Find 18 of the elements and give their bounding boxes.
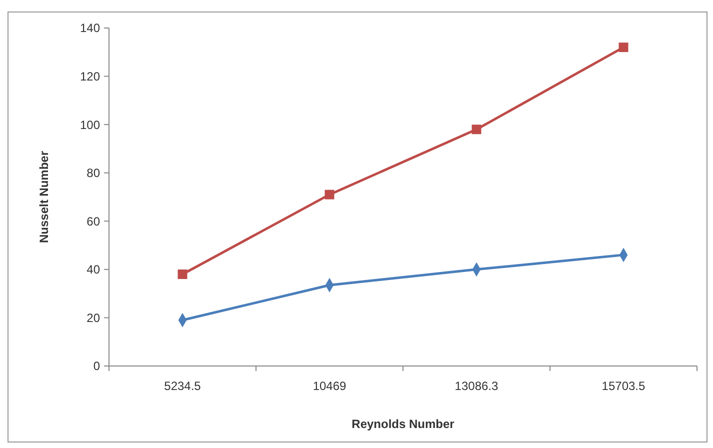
y-tick-label: 20 xyxy=(86,310,100,325)
y-tick-label: 140 xyxy=(80,21,100,36)
y-axis-title: Nusselt Number xyxy=(37,150,51,244)
point xyxy=(178,270,188,279)
point xyxy=(472,124,482,134)
y-tick-label: 60 xyxy=(86,214,100,228)
y-tick-label: 0 xyxy=(93,359,100,374)
x-tick-label: 15703.5 xyxy=(602,379,646,393)
y-tick-label: 80 xyxy=(86,166,100,180)
x-tick-label: 13086.3 xyxy=(454,379,499,393)
y-tick-label: 40 xyxy=(86,262,100,277)
x-axis-title: Reynolds Number xyxy=(352,417,455,431)
y-tick-label: 100 xyxy=(80,118,100,132)
x-tick-label: 5234.5 xyxy=(164,379,202,393)
x-tick-label: 10469 xyxy=(312,379,347,393)
point xyxy=(618,42,628,52)
y-tick-label: 120 xyxy=(80,69,100,84)
point xyxy=(324,190,334,200)
